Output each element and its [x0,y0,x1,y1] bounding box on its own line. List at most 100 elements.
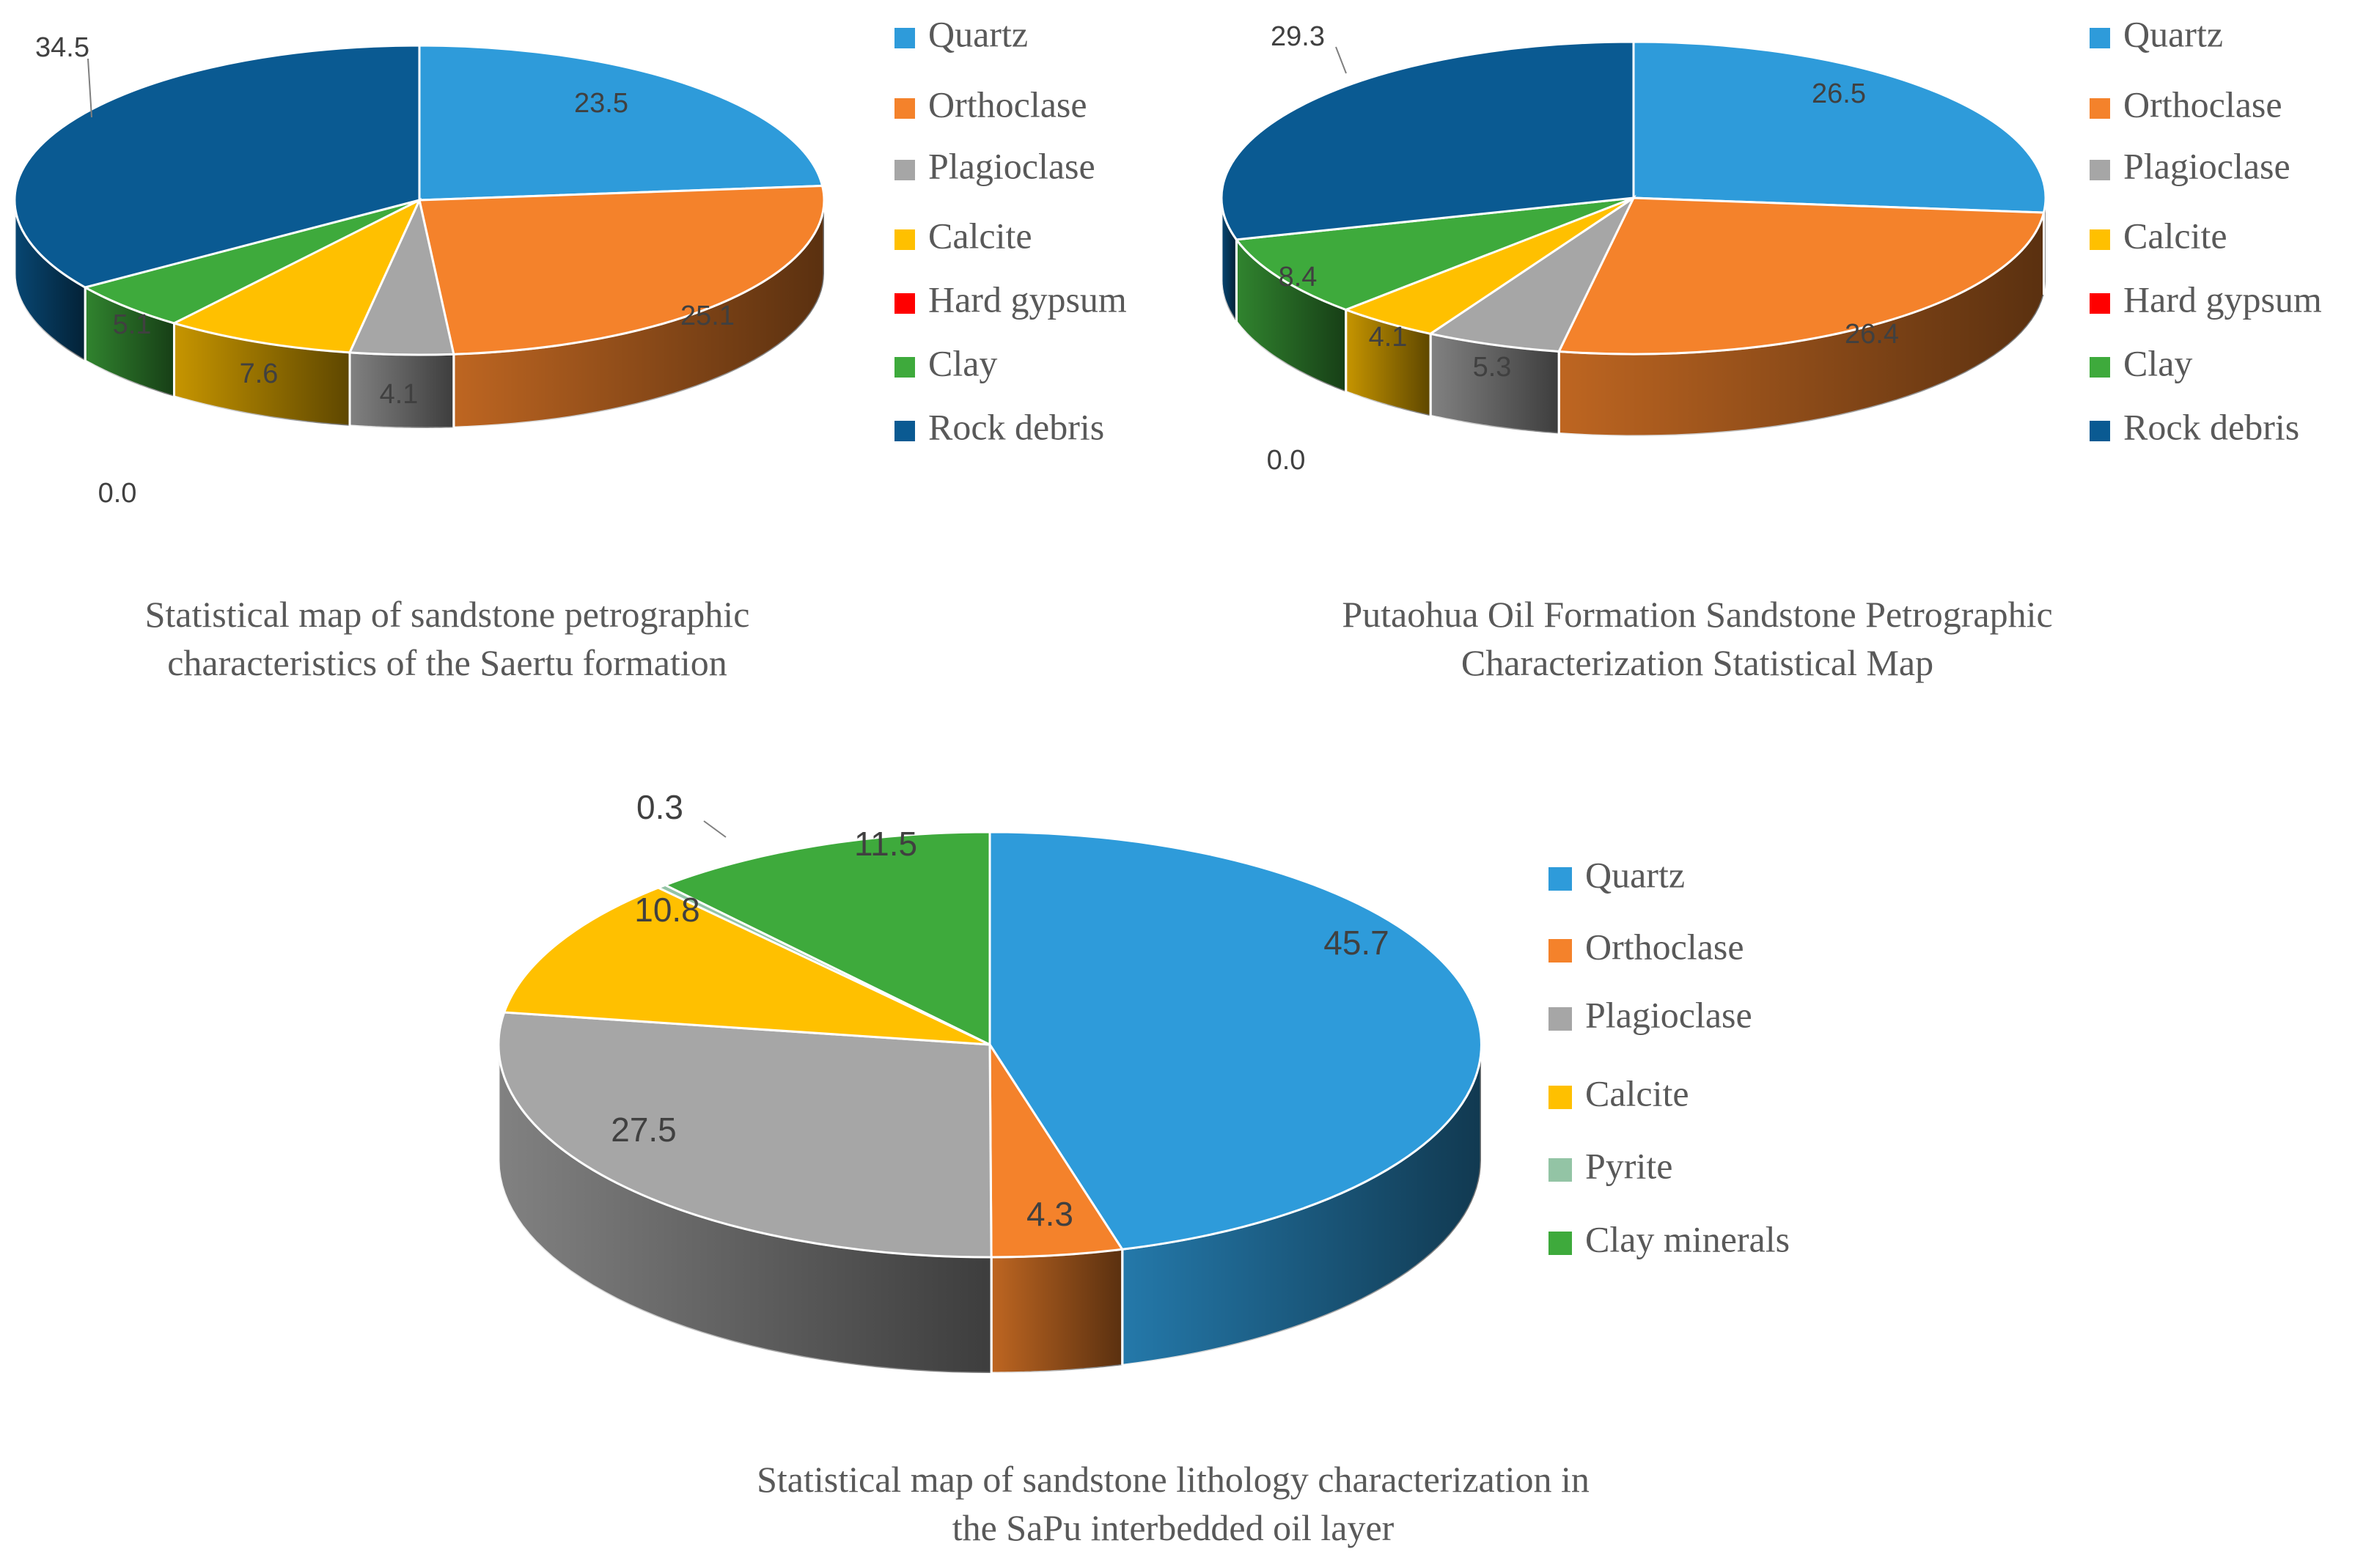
legend-label-calcite: Calcite [2123,215,2227,256]
data-label-calcite: 10.8 [634,891,700,929]
legend-swatch-quartz [894,28,915,48]
leader-line [1335,46,1347,74]
side-wall-plagioclase-shade [499,1045,992,1373]
legend-swatch-clay [2090,357,2110,378]
leader-line [87,58,92,118]
data-label-calcite: 4.1 [1369,322,1408,353]
slice-quartz [1632,40,2047,214]
legend-label-hard-gypsum: Hard gypsum [928,279,1127,320]
slice-rock-debris [1220,40,1635,241]
data-label-pyrite: 0.3 [636,788,683,826]
saertu-pie-chart: 23.5 25.1 4.1 7.6 0.0 5.1 34.5 Quartz Orthoclase… [13,13,1127,509]
legend-label-orthoclase: Orthoclase [928,84,1087,125]
legend-swatch-plagioclase [2090,160,2110,180]
legend-label-clay: Clay [928,342,997,383]
data-labels: 26.5 26.4 5.3 4.1 0.0 8.4 29.3 [1267,21,1899,476]
side-wall-plagioclase-shade [1430,334,1559,434]
side-wall-orthoclase-shade [991,1249,1123,1373]
data-label-quartz: 23.5 [574,88,628,119]
legend-swatch-hard-gypsum [894,293,915,314]
legend-label-quartz: Quartz [1585,854,1685,895]
data-labels: 45.7 4.3 27.5 10.8 0.3 11.5 [611,788,1389,1233]
pie-side-walls [497,1044,1483,1374]
legend-label-plagioclase: Plagioclase [2123,145,2290,186]
legend: Quartz Orthoclase Plagioclase Calcite Hard g… [2090,13,2322,447]
data-label-calcite: 7.6 [240,358,279,389]
legend-swatch-plagioclase [1548,1007,1572,1031]
caption-line: Characterization Statistical Map [1461,642,1934,683]
data-labels: 23.5 25.1 4.1 7.6 0.0 5.1 34.5 [35,32,735,509]
legend-swatch-orthoclase [2090,98,2110,119]
side-wall-quartz-shade [1122,1045,1481,1366]
legend-label-calcite: Calcite [1585,1072,1689,1114]
legend-swatch-calcite [2090,229,2110,250]
legend-swatch-rock-debris [2090,421,2110,441]
data-label-plagioclase: 27.5 [611,1111,677,1149]
caption-line: Statistical map of sandstone lithology c… [757,1459,1590,1500]
data-label-rock-debris: 29.3 [1271,21,1325,52]
slice-clay [1234,196,1634,312]
legend-label-plagioclase: Plagioclase [928,145,1095,186]
slice-calcite [171,197,422,354]
data-label-orthoclase: 4.3 [1026,1195,1073,1233]
data-label-orthoclase: 26.4 [1845,319,1899,350]
putaohua-pie-chart: 26.5 26.4 5.3 4.1 0.0 8.4 29.3 Quartz Orthoclase… [1220,13,2322,476]
pie-slices [1220,40,2047,356]
caption-line: the SaPu interbedded oil layer [952,1507,1395,1548]
side-wall-rock-debris-shade [1221,198,1237,322]
sapu-pie-chart: 45.7 4.3 27.5 10.8 0.3 11.5 Quartz Orthoclase Pl… [497,788,1790,1374]
data-label-rock-debris: 34.5 [35,32,89,63]
legend-label-rock-debris: Rock debris [2123,406,2299,447]
data-label-clay: 8.4 [1279,262,1318,292]
slice-orthoclase [418,184,826,356]
slice-clay-minerals [662,831,991,1047]
legend-swatch-calcite [894,229,915,250]
legend-swatch-pyrite [1548,1158,1572,1182]
leader-line [703,820,727,838]
legend-swatch-clay-minerals [1548,1232,1572,1255]
legend-label-quartz: Quartz [928,13,1028,54]
data-label-hard-gypsum: 0.0 [98,478,137,509]
pie-side-walls [13,199,826,430]
side-wall-clay-shade [1236,239,1346,392]
side-wall-plagioclase-shade [350,352,454,428]
saertu-chart-caption: Statistical map of sandstone petrographi… [44,590,850,687]
slice-quartz [418,44,824,202]
side-wall-orthoclase-shade [453,200,824,428]
legend-label-pyrite: Pyrite [1585,1145,1672,1186]
data-label-quartz: 26.5 [1812,78,1866,109]
slice-plagioclase [1428,194,1636,353]
slice-calcite [502,886,991,1046]
legend-label-plagioclase: Plagioclase [1585,994,1752,1035]
slice-plagioclase [497,1011,993,1259]
slice-orthoclase [1557,196,2046,356]
legend: Quartz Orthoclase Plagioclase Calcite Hard g… [894,13,1127,447]
legend-swatch-orthoclase [894,98,915,119]
caption-line: Statistical map of sandstone petrographi… [144,594,750,635]
caption-line: Putaohua Oil Formation Sandstone Petrogr… [1342,594,2053,635]
side-wall-orthoclase-shade [1559,213,2044,436]
slice-orthoclase [988,1040,1125,1259]
legend-swatch-orthoclase [1548,939,1572,962]
legend-label-clay-minerals: Clay minerals [1585,1218,1790,1259]
data-label-clay-minerals: 11.5 [854,825,917,863]
data-label-plagioclase: 4.1 [380,379,419,410]
pie-slices [13,44,826,356]
legend-label-calcite: Calcite [928,215,1032,256]
pie-slices [497,831,1483,1259]
legend-swatch-plagioclase [894,160,915,180]
side-wall-rock-debris-shade [15,200,86,361]
slice-clay [82,199,420,325]
data-label-hard-gypsum: 0.0 [1267,445,1306,476]
slice-rock-debris [13,44,421,289]
legend-swatch-calcite [1548,1086,1572,1109]
side-wall-calcite-shade [1345,309,1431,416]
legend-label-clay: Clay [2123,342,2192,383]
legend-swatch-rock-debris [894,421,915,441]
side-wall-clay-shade [85,287,174,397]
caption-line: characteristics of the Saertu formation [167,642,727,683]
pie-side-walls [1220,198,2047,438]
data-label-plagioclase: 5.3 [1473,352,1512,383]
legend-label-orthoclase: Orthoclase [2123,84,2282,125]
